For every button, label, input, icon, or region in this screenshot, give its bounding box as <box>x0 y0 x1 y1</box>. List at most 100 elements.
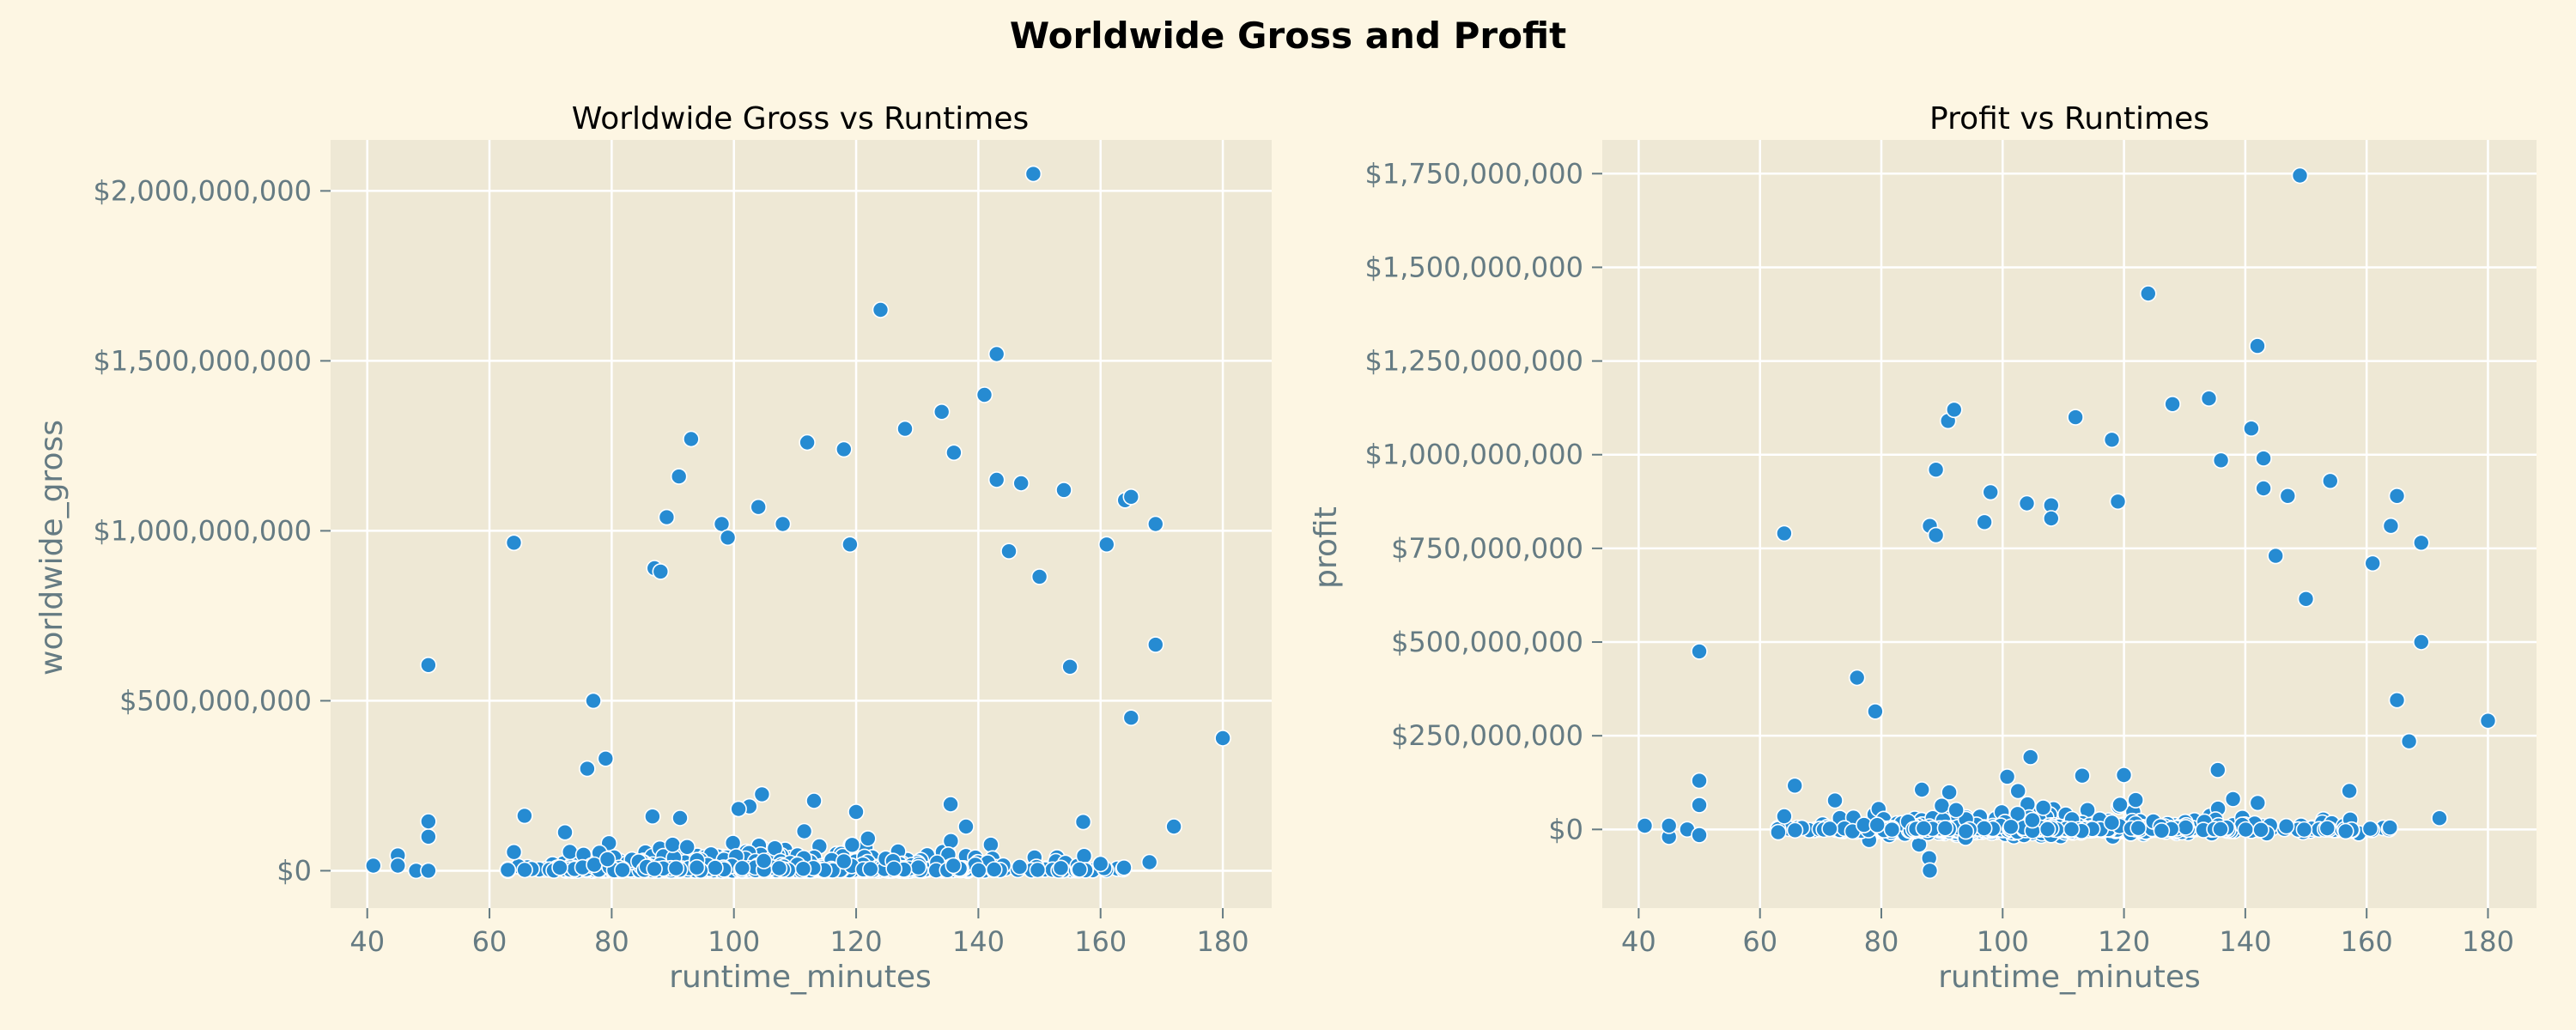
data-point <box>835 440 853 458</box>
data-point <box>2295 821 2313 839</box>
data-point <box>2103 814 2121 832</box>
x-tick-label: 40 <box>349 925 385 958</box>
data-point <box>2382 517 2400 535</box>
data-point <box>885 860 902 877</box>
data-point <box>1821 820 1838 838</box>
data-point <box>1691 772 1708 790</box>
data-point <box>1975 820 1993 837</box>
data-point <box>2431 809 2448 827</box>
profit-x-axis-ticks: 40 60 80 100 120 140 160 180 <box>1621 908 2514 958</box>
data-point <box>1091 855 1109 873</box>
data-point <box>945 857 963 875</box>
data-point <box>1636 817 1654 834</box>
data-point <box>1011 858 1029 876</box>
data-point <box>733 859 751 877</box>
y-tick-label: $250,000,000 <box>1391 719 1583 752</box>
data-point <box>505 843 523 861</box>
data-point <box>2413 633 2430 651</box>
data-point <box>1936 819 1954 837</box>
data-point <box>499 861 517 879</box>
data-point <box>2364 554 2381 573</box>
data-point <box>1826 791 1844 809</box>
data-point <box>1115 858 1133 876</box>
x-tick-label: 40 <box>1621 925 1656 958</box>
data-point <box>2237 821 2255 839</box>
gross-plot-area <box>331 140 1272 908</box>
data-point <box>2043 510 2060 527</box>
data-point <box>389 857 407 875</box>
data-point <box>896 420 914 438</box>
profit-data-points <box>1636 167 2497 880</box>
data-point <box>719 529 737 547</box>
data-point <box>420 827 437 845</box>
profit-x-axis-label: runtime_minutes <box>1938 960 2201 995</box>
data-point <box>1957 822 1975 840</box>
data-point <box>835 852 853 870</box>
x-tick-label: 180 <box>2462 925 2514 958</box>
gross-x-axis-ticks: 40 60 80 100 120 140 160 180 <box>349 908 1249 958</box>
data-point <box>859 830 877 847</box>
y-tick-label: $1,250,000,000 <box>1365 345 1583 378</box>
data-point <box>2249 794 2267 812</box>
data-point <box>2038 821 2057 838</box>
data-point <box>2212 821 2229 838</box>
data-point <box>799 433 816 451</box>
data-point <box>2034 799 2052 816</box>
data-point <box>516 861 533 879</box>
data-point <box>420 656 437 674</box>
data-point <box>1913 781 1930 798</box>
data-point <box>942 796 959 813</box>
data-point <box>1848 669 1866 687</box>
y-tick-label: $1,000,000,000 <box>94 514 312 547</box>
x-tick-label: 100 <box>708 925 760 958</box>
data-point <box>795 822 813 840</box>
y-tick-label: $1,500,000,000 <box>94 344 312 377</box>
data-point <box>1947 801 1965 819</box>
data-point <box>1976 513 1993 531</box>
data-point <box>2153 821 2171 839</box>
data-point <box>957 818 975 835</box>
data-point <box>982 836 999 853</box>
profit-y-axis-ticks: $0 $250,000,000 $500,000,000 $750,000,000 $1… <box>1365 157 1602 845</box>
data-point <box>987 471 1005 488</box>
data-point <box>1883 821 1901 839</box>
data-point <box>1998 768 2016 785</box>
gross-vs-runtime-panel: Worldwide Gross vs Runtimes 40 60 80 100 120… <box>34 101 1272 995</box>
data-point <box>678 838 696 856</box>
data-point <box>420 862 437 880</box>
x-tick-label: 160 <box>2341 925 2393 958</box>
data-point <box>1691 643 1708 660</box>
data-point <box>644 808 661 826</box>
data-point <box>1933 797 1951 815</box>
data-point <box>688 858 706 876</box>
data-point <box>2479 712 2497 730</box>
data-point <box>2388 691 2406 709</box>
data-point <box>646 860 663 878</box>
data-point <box>750 498 768 516</box>
data-point <box>1921 862 1939 880</box>
data-point <box>2067 409 2084 426</box>
data-point <box>2140 285 2157 302</box>
data-point <box>2024 811 2041 829</box>
data-point <box>1074 813 1092 831</box>
data-point <box>598 851 617 868</box>
y-tick-label: $500,000,000 <box>1391 626 1583 658</box>
data-point <box>1770 823 1787 841</box>
data-point <box>551 858 568 876</box>
data-point <box>1122 709 1140 727</box>
data-point <box>2115 766 2133 784</box>
data-point <box>2243 420 2260 438</box>
data-point <box>1946 401 1963 419</box>
data-point <box>1061 657 1078 676</box>
data-point <box>1776 808 1793 825</box>
data-point <box>1776 524 1793 542</box>
data-point <box>1098 536 1115 554</box>
data-point <box>1165 818 1182 835</box>
data-point <box>1691 827 1708 844</box>
data-point <box>2291 167 2309 185</box>
data-point <box>1122 488 1140 506</box>
data-point <box>2249 337 2266 354</box>
data-point <box>1786 777 1803 795</box>
data-point <box>1982 483 1999 501</box>
data-point <box>755 852 773 869</box>
